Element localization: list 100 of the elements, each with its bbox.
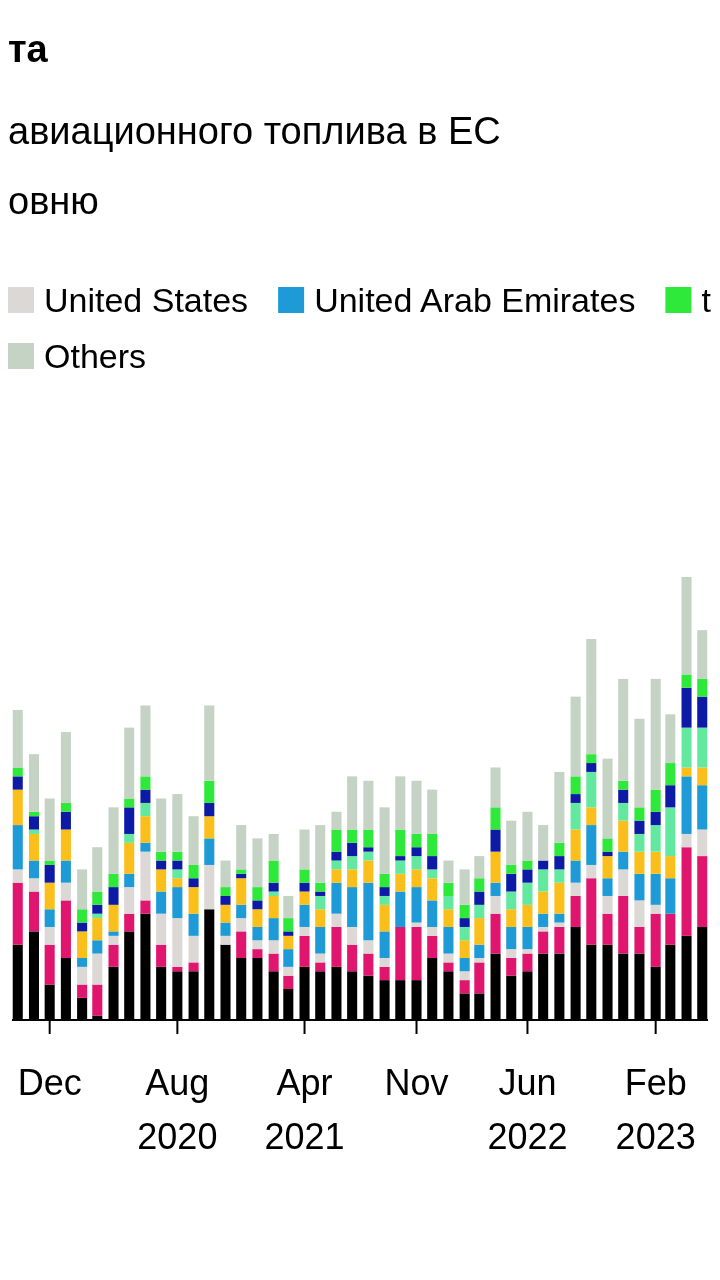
bar <box>204 780 215 803</box>
bar <box>538 931 549 954</box>
bar <box>299 829 310 870</box>
bar <box>108 904 119 932</box>
bar <box>363 780 374 830</box>
bar <box>459 957 470 972</box>
bar <box>347 842 358 857</box>
bar <box>427 878 438 901</box>
bar <box>570 776 581 795</box>
bar <box>602 913 613 945</box>
bar <box>92 847 103 892</box>
bar <box>252 900 263 910</box>
bar <box>538 891 549 914</box>
bar <box>618 851 629 870</box>
bar <box>188 878 199 888</box>
bar <box>506 820 517 865</box>
bar <box>570 882 581 896</box>
bar <box>44 864 55 883</box>
bar <box>44 926 55 945</box>
bar <box>124 798 135 808</box>
bar <box>395 926 406 981</box>
bar <box>60 732 71 803</box>
bar <box>77 869 88 910</box>
bar <box>252 909 263 927</box>
bar <box>60 811 71 830</box>
bar <box>12 776 23 790</box>
bar <box>347 926 358 945</box>
bar <box>618 789 629 803</box>
bar <box>379 957 390 967</box>
bar <box>427 900 438 927</box>
bar <box>156 798 167 852</box>
bar <box>379 904 390 932</box>
bar <box>108 931 119 936</box>
bar <box>681 767 692 777</box>
bar <box>331 829 342 852</box>
bar <box>172 918 183 967</box>
bar <box>459 971 470 981</box>
bar <box>172 887 183 919</box>
bar <box>363 851 374 861</box>
bar <box>586 754 597 764</box>
bar <box>347 887 358 927</box>
bar <box>634 900 645 927</box>
bar <box>650 913 661 967</box>
bar <box>411 847 422 857</box>
bar <box>459 980 470 994</box>
bar <box>427 926 438 936</box>
bar <box>522 882 533 905</box>
bar <box>204 705 215 781</box>
bar <box>697 785 708 830</box>
bar <box>554 856 565 870</box>
bar <box>538 825 549 861</box>
bar <box>108 944 119 967</box>
bar <box>28 816 40 830</box>
bar <box>156 860 167 870</box>
bar <box>474 856 485 879</box>
bar <box>268 882 279 892</box>
bar <box>299 882 310 892</box>
bar <box>156 891 167 914</box>
bar <box>252 887 263 901</box>
bar <box>12 869 23 883</box>
bar <box>522 904 533 927</box>
bar <box>506 957 517 976</box>
bar <box>236 878 247 905</box>
bar <box>634 807 645 821</box>
bar <box>411 922 422 927</box>
bar <box>427 856 438 870</box>
bar <box>459 904 470 919</box>
bar <box>650 811 661 826</box>
bar <box>204 838 215 865</box>
bar <box>252 949 263 958</box>
bar <box>315 825 326 883</box>
bar <box>650 851 661 874</box>
bar <box>172 878 183 888</box>
bar <box>506 864 517 874</box>
bar <box>60 882 71 901</box>
bar <box>315 953 326 963</box>
bar <box>172 860 183 870</box>
bar <box>506 909 517 927</box>
bar <box>331 882 342 914</box>
bar <box>474 878 485 892</box>
bar <box>299 935 310 967</box>
bar <box>554 842 565 857</box>
bar <box>379 966 390 981</box>
bar <box>665 714 676 764</box>
bar <box>522 869 533 883</box>
bar <box>586 639 597 755</box>
bar <box>315 882 326 892</box>
bar <box>188 887 199 914</box>
bar <box>395 829 406 857</box>
bar <box>665 763 676 786</box>
bar <box>602 856 613 879</box>
bar <box>411 869 422 888</box>
bar <box>697 829 708 857</box>
bar <box>124 833 135 843</box>
bar <box>586 771 597 808</box>
bar <box>650 789 661 812</box>
bar <box>474 891 485 905</box>
bar <box>634 851 645 874</box>
bar <box>395 891 406 927</box>
bar <box>236 825 247 870</box>
